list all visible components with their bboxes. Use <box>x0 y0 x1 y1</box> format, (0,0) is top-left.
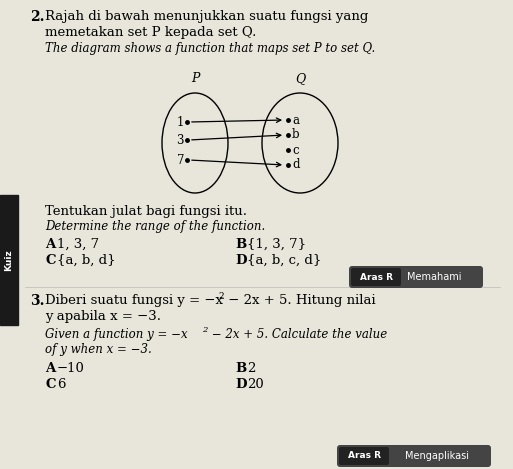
Text: y apabila x = −3.: y apabila x = −3. <box>45 310 161 323</box>
Text: 20: 20 <box>247 378 264 391</box>
Text: Aras R: Aras R <box>360 272 392 281</box>
Text: Kuiz: Kuiz <box>5 249 13 271</box>
Text: − 2x + 5. Calculate the value: − 2x + 5. Calculate the value <box>208 328 387 341</box>
FancyBboxPatch shape <box>339 447 389 465</box>
Text: Mengaplikasi: Mengaplikasi <box>405 451 469 461</box>
Text: A: A <box>45 238 55 251</box>
Text: a: a <box>292 113 299 127</box>
Text: C: C <box>45 254 55 267</box>
Text: −10: −10 <box>57 362 85 375</box>
Text: d: d <box>292 159 300 172</box>
Text: 2: 2 <box>218 292 224 301</box>
FancyBboxPatch shape <box>349 266 483 288</box>
Text: B: B <box>235 362 246 375</box>
Text: 3.: 3. <box>30 294 45 308</box>
Text: b: b <box>292 129 300 142</box>
Text: 6: 6 <box>57 378 66 391</box>
Text: C: C <box>45 378 55 391</box>
Text: 2: 2 <box>202 326 207 334</box>
Bar <box>0 195 18 325</box>
Text: {a, b, d}: {a, b, d} <box>57 254 115 267</box>
Text: of y when x = −3.: of y when x = −3. <box>45 343 152 356</box>
FancyBboxPatch shape <box>351 268 401 286</box>
Text: D: D <box>235 254 247 267</box>
Text: B: B <box>235 238 246 251</box>
Text: D: D <box>235 378 247 391</box>
Text: − 2x + 5. Hitung nilai: − 2x + 5. Hitung nilai <box>224 294 376 307</box>
Text: The diagram shows a function that maps set P to set Q.: The diagram shows a function that maps s… <box>45 42 375 55</box>
Text: Tentukan julat bagi fungsi itu.: Tentukan julat bagi fungsi itu. <box>45 205 247 218</box>
Text: 1, 3, 7: 1, 3, 7 <box>57 238 99 251</box>
Text: Memahami: Memahami <box>407 272 461 282</box>
Text: A: A <box>45 362 55 375</box>
Text: P: P <box>191 72 199 85</box>
Text: 7: 7 <box>176 153 184 166</box>
Text: 2: 2 <box>247 362 255 375</box>
Text: memetakan set P kepada set Q.: memetakan set P kepada set Q. <box>45 26 256 39</box>
Text: Determine the range of the function.: Determine the range of the function. <box>45 220 265 233</box>
Text: Aras R: Aras R <box>347 452 381 461</box>
FancyBboxPatch shape <box>337 445 491 467</box>
Text: {1, 3, 7}: {1, 3, 7} <box>247 238 306 251</box>
Text: 3: 3 <box>176 134 184 146</box>
Text: Diberi suatu fungsi y = −x: Diberi suatu fungsi y = −x <box>45 294 223 307</box>
Text: Rajah di bawah menunjukkan suatu fungsi yang: Rajah di bawah menunjukkan suatu fungsi … <box>45 10 368 23</box>
Text: {a, b, c, d}: {a, b, c, d} <box>247 254 321 267</box>
Text: Given a function y = −x: Given a function y = −x <box>45 328 188 341</box>
Text: c: c <box>292 144 299 157</box>
Text: 2.: 2. <box>30 10 45 24</box>
Text: Q: Q <box>295 72 305 85</box>
Text: 1: 1 <box>176 115 184 129</box>
